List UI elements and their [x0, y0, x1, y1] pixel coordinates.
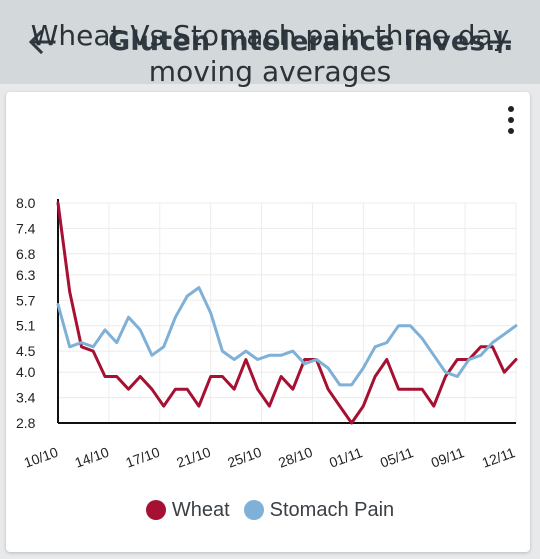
x-tick-label: 17/10: [123, 444, 162, 471]
legend-item-wheat[interactable]: Wheat: [145, 498, 230, 522]
x-tick-label: 14/10: [73, 444, 112, 471]
y-tick-label: 5.7: [16, 292, 36, 308]
add-button[interactable]: [480, 22, 520, 62]
legend-item-stomach-pain[interactable]: Stomach Pain: [243, 498, 395, 522]
legend-label-wheat: Wheat: [171, 498, 230, 521]
x-tick-label: 09/11: [429, 444, 467, 471]
x-tick-label: 28/10: [276, 444, 315, 471]
y-tick-label: 6.3: [16, 267, 36, 283]
back-button[interactable]: [22, 22, 62, 62]
arrow-left-icon: [28, 29, 56, 55]
app-bar: Gluten intolerance inves…: [0, 0, 540, 84]
more-menu-button[interactable]: [504, 106, 518, 134]
legend-swatch-stomach-pain: [243, 500, 264, 520]
app-title: Gluten intolerance inves…: [108, 26, 513, 57]
x-tick-label: 05/11: [378, 444, 416, 471]
x-tick-label: 10/10: [22, 444, 61, 471]
y-tick-label: 4.0: [16, 364, 36, 380]
y-tick-label: 3.4: [16, 390, 36, 406]
y-tick-label: 2.8: [16, 415, 36, 431]
x-tick-label: 12/11: [480, 444, 518, 471]
chart-legend: Wheat Stomach Pain: [0, 495, 540, 525]
y-tick-label: 6.8: [16, 246, 36, 262]
chart-title: Wheat Vs Stomach pain three day moving a…: [0, 18, 540, 90]
y-tick-label: 4.5: [16, 343, 36, 359]
menu-dot: [508, 106, 514, 112]
x-tick-label: 25/10: [225, 444, 264, 471]
line-chart: 8.0 7.4 6.8 6.3 5.7 5.1 4.5 4.0 3.4 2.8 10/10 14/10…: [16, 195, 518, 471]
wheat-series-line: [56, 201, 518, 425]
y-tick-label: 8.0: [16, 195, 36, 211]
stomach-pain-series-line: [56, 286, 518, 387]
chart-title-line-1: Wheat Vs Stomach pain three day: [30, 19, 510, 52]
x-tick-label: 01/11: [327, 444, 365, 471]
legend-label-stomach-pain: Stomach Pain: [269, 498, 395, 521]
y-tick-label: 5.1: [16, 318, 36, 334]
plus-icon: [489, 31, 511, 53]
y-tick-label: 7.4: [16, 220, 36, 236]
legend-swatch-wheat: [145, 500, 166, 520]
chart-title-line-2: moving averages: [148, 55, 392, 88]
x-tick-label: 21/10: [174, 444, 213, 471]
menu-dot: [508, 117, 514, 123]
menu-dot: [508, 128, 514, 134]
chart-card: [6, 92, 530, 552]
